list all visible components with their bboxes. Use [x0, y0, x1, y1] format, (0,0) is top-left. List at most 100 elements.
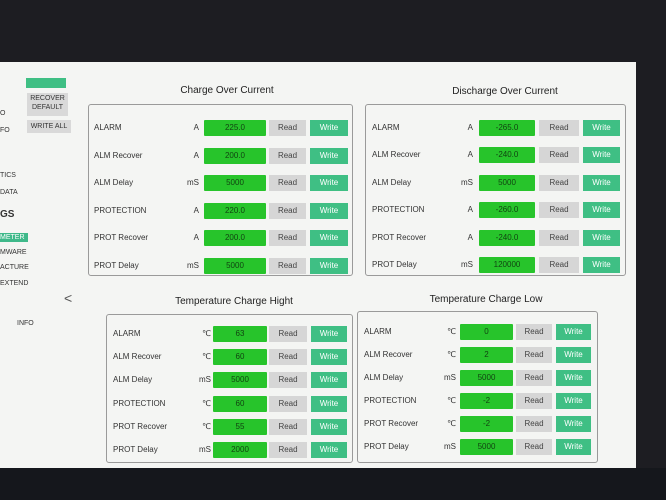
read-button[interactable]: Read: [269, 202, 306, 219]
setting-value-input[interactable]: 5000: [460, 370, 513, 386]
panel-title: Temperature Charge Low: [429, 294, 543, 305]
read-button[interactable]: Read: [516, 439, 552, 455]
setting-value-input[interactable]: 5000: [479, 174, 535, 191]
write-button[interactable]: Write: [583, 174, 620, 191]
setting-label: PROT Recover: [364, 419, 419, 428]
write-button[interactable]: Write: [311, 395, 347, 412]
nav-item[interactable]: METER: [0, 233, 28, 242]
setting-row: PROT Recover A 200.0 Read Write: [89, 230, 352, 247]
write-all-button[interactable]: WRITE ALL: [27, 120, 71, 133]
setting-label: ALARM: [364, 327, 392, 336]
nav-item[interactable]: TICS: [0, 172, 16, 179]
write-button[interactable]: Write: [311, 349, 347, 366]
write-button[interactable]: Write: [556, 416, 591, 432]
setting-row: ALM Recover ℃ 60 Read Write: [107, 349, 352, 366]
setting-value-input[interactable]: -2: [460, 416, 513, 432]
setting-value-input[interactable]: 220.0: [204, 202, 266, 219]
read-button[interactable]: Read: [269, 395, 307, 412]
setting-value-input[interactable]: 2000: [213, 442, 267, 458]
setting-unit: A: [193, 123, 199, 132]
setting-unit: ℃: [447, 396, 456, 405]
write-button[interactable]: Write: [310, 230, 348, 247]
read-button[interactable]: Read: [516, 416, 552, 432]
nav-item[interactable]: O: [0, 110, 6, 117]
read-button[interactable]: Read: [269, 372, 307, 389]
write-button[interactable]: Write: [310, 147, 348, 164]
nav-item[interactable]: FO: [0, 127, 10, 134]
read-button[interactable]: Read: [539, 147, 579, 164]
write-button[interactable]: Write: [310, 175, 348, 192]
setting-unit: A: [193, 205, 199, 215]
setting-value-input[interactable]: 60: [213, 349, 267, 366]
setting-value-input[interactable]: 5000: [204, 258, 266, 274]
setting-value-input[interactable]: -260.0: [479, 202, 535, 219]
read-button[interactable]: Read: [269, 147, 306, 164]
read-button[interactable]: Read: [269, 442, 307, 458]
setting-value-input[interactable]: 5000: [213, 372, 267, 389]
read-button[interactable]: Read: [516, 393, 552, 409]
write-button[interactable]: Write: [583, 229, 620, 246]
setting-value-input[interactable]: 0: [460, 324, 513, 340]
write-button[interactable]: Write: [583, 147, 620, 164]
read-button[interactable]: Read: [269, 326, 307, 342]
setting-value-input[interactable]: 5000: [204, 175, 266, 192]
setting-unit: ℃: [447, 419, 456, 428]
write-button[interactable]: Write: [556, 370, 591, 386]
read-button[interactable]: Read: [516, 370, 552, 386]
write-button[interactable]: Write: [311, 442, 347, 458]
write-button[interactable]: Write: [311, 418, 347, 435]
read-button[interactable]: Read: [539, 174, 579, 191]
read-button[interactable]: Read: [269, 258, 306, 274]
write-button[interactable]: Write: [310, 202, 348, 219]
nav-item[interactable]: EXTEND: [0, 280, 29, 287]
write-button[interactable]: Write: [311, 372, 347, 389]
panel-title: Discharge Over Current: [452, 86, 558, 97]
nav-item[interactable]: DATA: [0, 189, 18, 196]
write-button[interactable]: Write: [311, 326, 347, 342]
write-button[interactable]: Write: [556, 347, 591, 363]
setting-value-input[interactable]: -265.0: [479, 120, 535, 136]
setting-value-input[interactable]: 200.0: [204, 230, 266, 247]
setting-value-input[interactable]: 225.0: [204, 120, 266, 136]
setting-value-input[interactable]: 63: [213, 326, 267, 342]
setting-value-input[interactable]: 2: [460, 347, 513, 363]
setting-value-input[interactable]: 60: [213, 395, 267, 412]
recover-default-button[interactable]: RECOVER DEFAULT: [27, 93, 68, 116]
setting-row: PROT Recover ℃ -2 Read Write: [358, 416, 597, 432]
setting-value-input[interactable]: 55: [213, 418, 267, 435]
read-button[interactable]: Read: [539, 120, 579, 136]
setting-unit: mS: [444, 442, 456, 451]
setting-value-input[interactable]: 120000: [479, 257, 535, 273]
setting-value-input[interactable]: -2: [460, 393, 513, 409]
read-button[interactable]: Read: [539, 257, 579, 273]
nav-item[interactable]: MWARE: [0, 249, 27, 256]
read-button[interactable]: Read: [539, 202, 579, 219]
write-button[interactable]: Write: [583, 257, 620, 273]
read-button[interactable]: Read: [269, 120, 306, 136]
write-button[interactable]: Write: [556, 324, 591, 340]
write-button[interactable]: Write: [556, 439, 591, 455]
setting-label: PROT Recover: [372, 232, 427, 242]
read-button[interactable]: Read: [269, 349, 307, 366]
setting-unit: ℃: [202, 398, 211, 408]
setting-value-input[interactable]: -240.0: [479, 147, 535, 164]
write-button[interactable]: Write: [310, 258, 348, 274]
read-button[interactable]: Read: [269, 230, 306, 247]
write-button[interactable]: Write: [583, 120, 620, 136]
read-button[interactable]: Read: [516, 324, 552, 340]
write-button[interactable]: Write: [556, 393, 591, 409]
read-button[interactable]: Read: [539, 229, 579, 246]
back-arrow[interactable]: <: [64, 290, 73, 306]
nav-item[interactable]: ACTURE: [0, 264, 29, 271]
read-button[interactable]: Read: [269, 175, 306, 192]
write-button[interactable]: Write: [583, 202, 620, 219]
setting-value-input[interactable]: -240.0: [479, 229, 535, 246]
nav-section[interactable]: GS: [0, 209, 15, 220]
setting-value-input[interactable]: 5000: [460, 439, 513, 455]
read-button[interactable]: Read: [516, 347, 552, 363]
setting-value-input[interactable]: 200.0: [204, 147, 266, 164]
panel-title: Charge Over Current: [180, 85, 274, 96]
nav-item[interactable]: INFO: [17, 320, 34, 327]
write-button[interactable]: Write: [310, 120, 348, 136]
read-button[interactable]: Read: [269, 418, 307, 435]
